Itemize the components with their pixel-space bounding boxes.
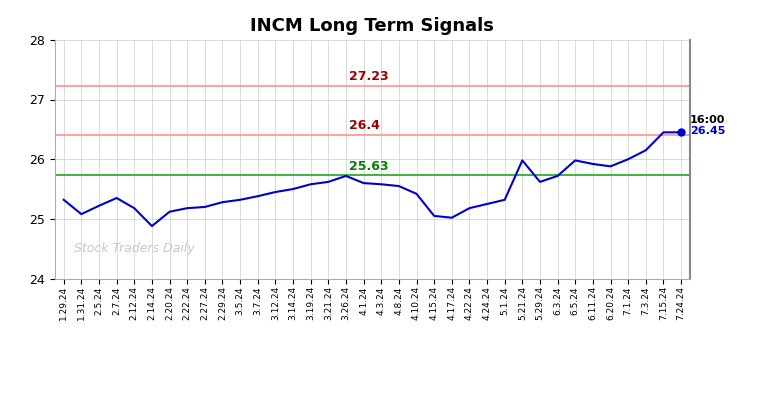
Text: 25.63: 25.63 bbox=[350, 160, 389, 173]
Title: INCM Long Term Signals: INCM Long Term Signals bbox=[250, 18, 495, 35]
Text: Stock Traders Daily: Stock Traders Daily bbox=[74, 242, 194, 255]
Text: 16:00: 16:00 bbox=[690, 115, 725, 125]
Text: 27.23: 27.23 bbox=[350, 70, 389, 83]
Text: 26.45: 26.45 bbox=[690, 125, 725, 136]
Text: 26.4: 26.4 bbox=[350, 119, 380, 133]
